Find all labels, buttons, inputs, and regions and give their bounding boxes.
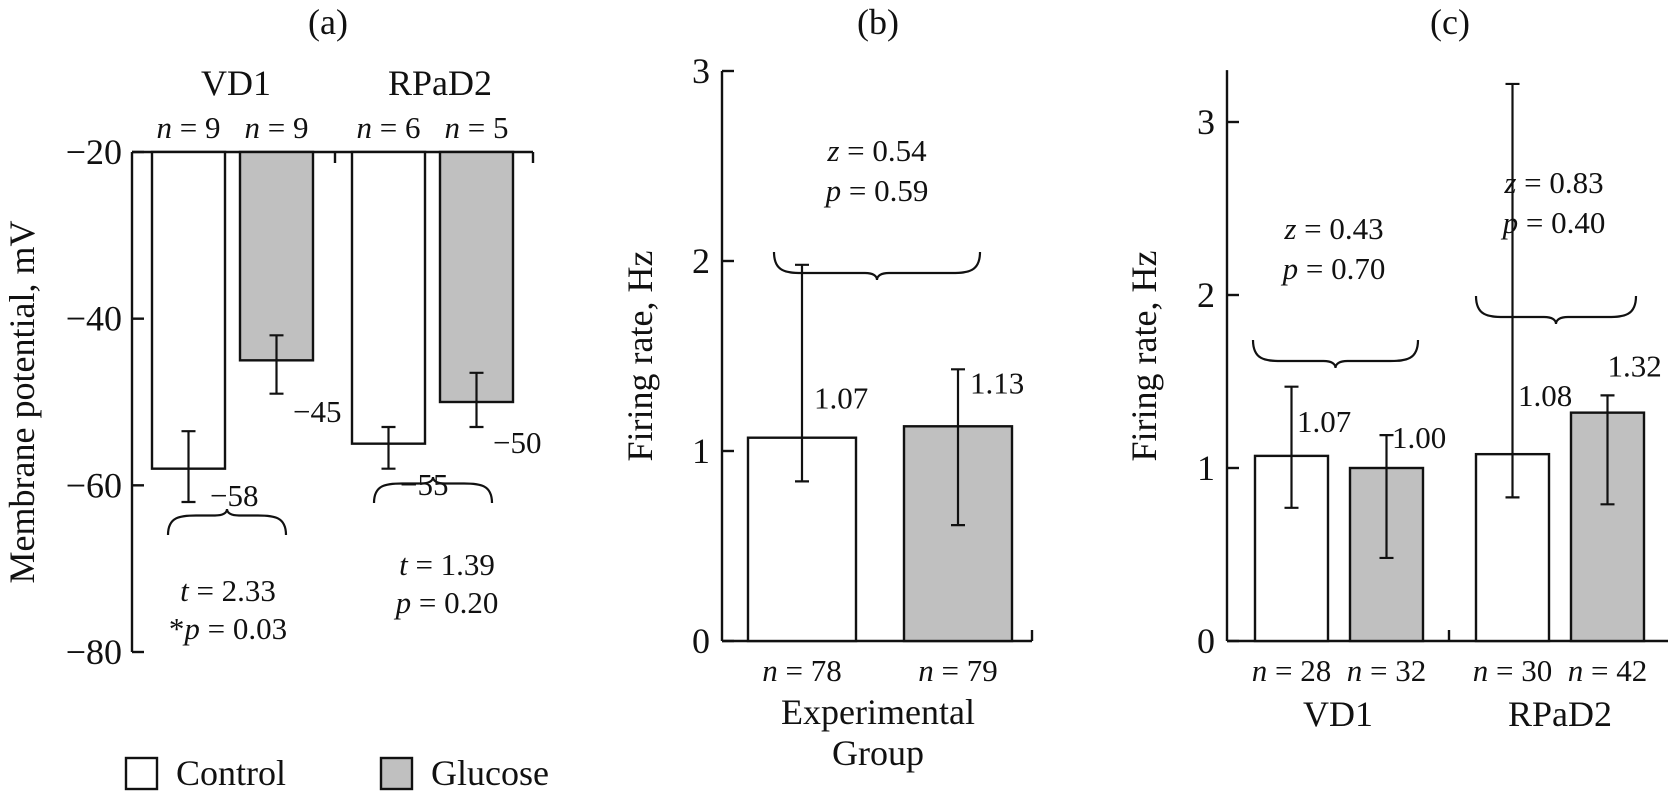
y-tick-label: −60 (66, 465, 122, 505)
y-tick-label: 2 (1197, 275, 1215, 315)
value-label: 1.32 (1608, 349, 1662, 384)
group-label: RPaD2 (1508, 694, 1612, 734)
group-label: VD1 (1303, 694, 1373, 734)
bar-control (150, 150, 227, 470)
n-label: n = 9 (245, 110, 309, 145)
value-label: 1.07 (814, 381, 868, 416)
comparison-brace (772, 251, 982, 281)
error-bar (381, 425, 396, 470)
panel-label: (c) (1430, 2, 1470, 42)
error-bar (1505, 82, 1520, 499)
n-label: n = 9 (157, 110, 221, 145)
comparison-b-stat-line: p = 0.59 (824, 173, 929, 208)
n-label: n = 79 (918, 653, 997, 688)
y-axis-label: Firing rate, Hz (620, 251, 660, 462)
y-tick-label: 1 (692, 431, 710, 471)
comparison-c1-stat-line: z = 0.43 (1283, 211, 1383, 246)
comparison-a1-stat-line: *p = 0.03 (169, 611, 287, 646)
n-label: n = 28 (1252, 653, 1331, 688)
n-label: n = 32 (1347, 653, 1426, 688)
group-label: VD1 (201, 63, 271, 103)
value-label: 1.13 (970, 365, 1024, 400)
y-tick-label: 0 (692, 621, 710, 661)
legend: Control Glucose (124, 753, 549, 793)
comparison-brace (1251, 339, 1420, 369)
error-bar (951, 368, 965, 527)
error-bar (795, 263, 809, 483)
value-label: −45 (293, 394, 341, 429)
legend-swatch-control (124, 756, 159, 791)
value-label: −50 (493, 425, 541, 460)
error-bar (1284, 385, 1299, 509)
error-bar (1379, 434, 1394, 560)
comparison-b-stat-line: z = 0.54 (826, 133, 927, 168)
panel-b: (b) Firing rate, Hz 0 1 2 3 1.07 n = 78 1.13 n = … (620, 2, 1034, 773)
error-bar (269, 334, 284, 395)
value-label: −58 (210, 478, 258, 513)
x-axis-label: Group (832, 733, 924, 773)
value-label: 1.00 (1392, 420, 1446, 455)
n-label: n = 30 (1473, 653, 1552, 688)
bar-control (350, 150, 427, 445)
error-bar (469, 371, 484, 429)
panel-c: (c) Firing rate, Hz 0 1 2 3 1.07 n = 28 1.00 n = … (1124, 2, 1668, 734)
legend-swatch-glucose (379, 756, 414, 791)
y-axis-label: Membrane potential, mV (2, 221, 42, 584)
error-bar (1600, 394, 1615, 506)
y-tick-label: −20 (66, 132, 122, 172)
comparison-brace (1474, 295, 1638, 325)
panel-label: (a) (308, 2, 348, 42)
error-bar (181, 430, 196, 504)
comparison-c1-stat-line: p = 0.70 (1281, 251, 1386, 286)
comparison-brace (166, 508, 288, 536)
y-tick-label: −40 (66, 299, 122, 339)
n-label: n = 6 (357, 110, 421, 145)
bar-glucose (438, 150, 515, 404)
y-tick-label: 3 (1197, 102, 1215, 142)
y-tick-label: 0 (1197, 621, 1215, 661)
comparison-a2-stat-line: t = 1.39 (399, 547, 495, 582)
y-tick-label: 3 (692, 51, 710, 91)
group-label: RPaD2 (388, 63, 492, 103)
comparison-c2-stat-line: z = 0.83 (1503, 165, 1603, 200)
x-axis-label: Experimental (781, 692, 975, 732)
y-tick-label: 2 (692, 241, 710, 281)
y-tick-label: 1 (1197, 448, 1215, 488)
bar-glucose (238, 150, 315, 362)
comparison-a1-stat-line: t = 2.33 (180, 573, 276, 608)
n-label: n = 5 (445, 110, 509, 145)
panel-label: (b) (857, 2, 899, 42)
legend-label: Glucose (431, 753, 549, 793)
panel-a: (a) Membrane potential, mV −20 −40 −60 −80 n =… (2, 2, 541, 672)
legend-label: Control (176, 753, 286, 793)
y-axis-label: Firing rate, Hz (1124, 251, 1164, 462)
n-label: n = 78 (762, 653, 841, 688)
comparison-brace (372, 476, 494, 504)
y-tick-label: −80 (66, 632, 122, 672)
value-label: 1.07 (1297, 404, 1351, 439)
comparison-a2-stat-line: p = 0.20 (394, 585, 499, 620)
value-label: 1.08 (1518, 378, 1572, 413)
comparison-c2-stat-line: p = 0.40 (1501, 205, 1606, 240)
n-label: n = 42 (1568, 653, 1647, 688)
